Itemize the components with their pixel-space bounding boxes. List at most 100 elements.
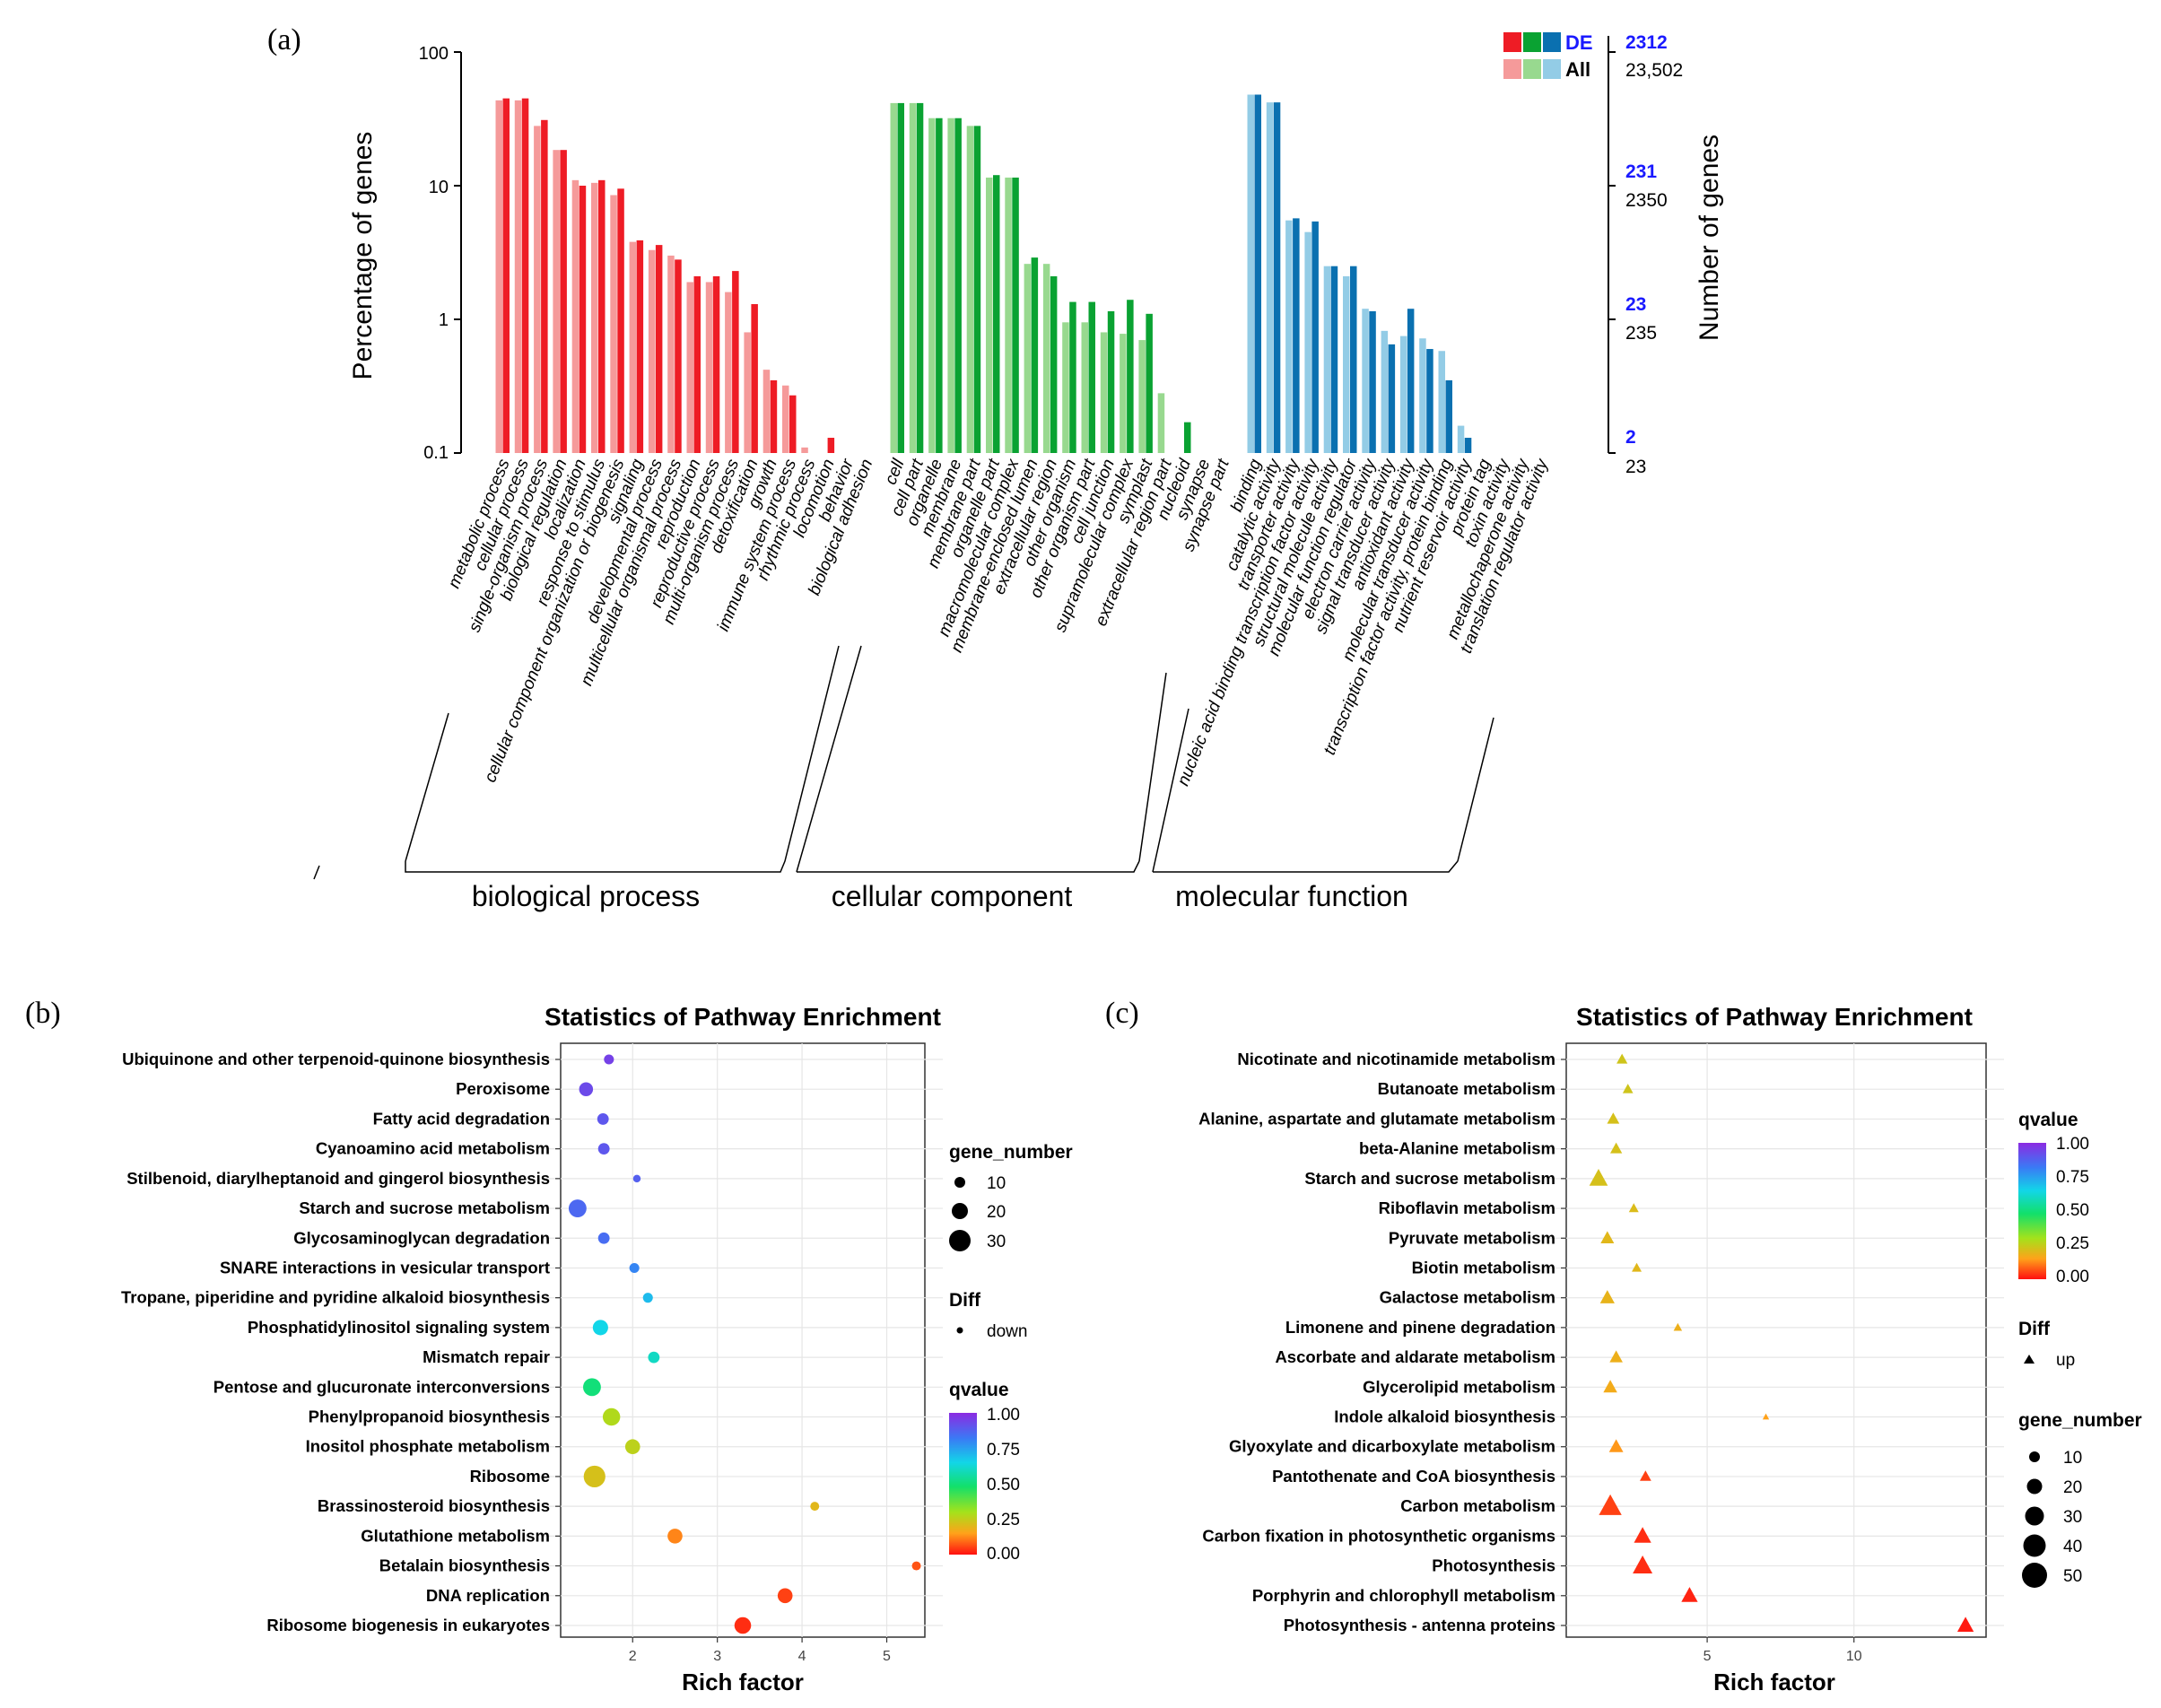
panel-c-title: Statistics of Pathway Enrichment — [1576, 1003, 1973, 1031]
bar-de-catalytic-activity — [1273, 102, 1281, 453]
legend-c-q-0.50: 0.50 — [2056, 1201, 2089, 1220]
right-tick-all-235: 235 — [1625, 323, 1657, 344]
legend-qvalue-colorbar — [949, 1413, 977, 1555]
bar-all-metabolic-process — [495, 100, 502, 453]
pathway-label-nicotinate-and-nicotinamide-metabolism: Nicotinate and nicotinamide metabolism — [1237, 1050, 1555, 1068]
bar-all-structural-molecule-activity — [1323, 266, 1331, 453]
right-tick-all-23502: 23,502 — [1625, 60, 1683, 81]
legend-q-0.25: 0.25 — [987, 1511, 1020, 1529]
right-tick-de-231: 231 — [1625, 161, 1657, 182]
bar-all-transcription-factor-activity-protein-binding — [1438, 351, 1445, 453]
bar-de-membrane-enclosed-lumen — [1031, 257, 1039, 453]
x-tick-2: 2 — [629, 1649, 637, 1664]
bar-de-growth — [770, 379, 778, 453]
bar-all-other-organism-part — [1081, 322, 1088, 453]
legend-size-30-label: 30 — [987, 1233, 1006, 1251]
legend-gene-number-title: gene_number — [949, 1142, 1073, 1163]
pathway-label-ubiquinone-and-other-terpenoid-quinone-biosynthesis: Ubiquinone and other terpenoid-quinone b… — [122, 1050, 550, 1068]
pathway-label-ribosome: Ribosome — [470, 1467, 550, 1486]
point-snare-interactions-in-vesicular-transport — [629, 1262, 640, 1274]
bar-de-signaling — [636, 240, 644, 453]
group-bracket-cc — [796, 645, 1167, 873]
group-bracket-mf — [1152, 708, 1494, 873]
bar-all-supramolecular-complex — [1120, 334, 1127, 453]
pathway-label-mismatch-repair: Mismatch repair — [423, 1347, 550, 1366]
point-cyanoamino-acid-metabolism — [597, 1143, 610, 1155]
pathway-label-glycosaminoglycan-degradation: Glycosaminoglycan degradation — [293, 1228, 550, 1247]
point-galactose-metabolism — [1599, 1290, 1615, 1303]
pathway-label-snare-interactions-in-vesicular-transport: SNARE interactions in vesicular transpor… — [220, 1258, 550, 1277]
legend-c-q-0.25: 0.25 — [2056, 1234, 2089, 1253]
y-axis-ticks — [454, 51, 1616, 454]
bar-all-signaling — [629, 241, 637, 453]
legend-de-label: DE — [1565, 31, 1593, 54]
pathway-label-galactose-metabolism: Galactose metabolism — [1380, 1288, 1555, 1307]
point-carbon-fixation-in-photosynthetic-organisms — [1634, 1527, 1651, 1543]
panel-c-grid — [1548, 1043, 2004, 1637]
bar-all-extracellular-region-part — [1157, 393, 1165, 453]
bar-de-transporter-activity — [1293, 218, 1300, 454]
pathway-label-pyruvate-metabolism: Pyruvate metabolism — [1389, 1228, 1555, 1247]
bar-de-transcription-factor-activity-protein-binding — [1445, 379, 1452, 453]
bar-all-symplast — [1138, 340, 1146, 453]
legend-c-size-40 — [2023, 1534, 2046, 1557]
legend-size-10-label: 10 — [987, 1174, 1006, 1193]
group-label-bp: biological process — [472, 880, 700, 912]
point-ubiquinone-and-other-terpenoid-quinone-biosynthesis — [604, 1054, 614, 1065]
panel-c-points — [1589, 1053, 1974, 1632]
legend-size-20 — [952, 1203, 968, 1219]
bar-all-organelle — [928, 118, 936, 453]
legend-c-size-20-label: 20 — [2063, 1478, 2082, 1497]
panel-b-legend: gene_number 10 20 30 Diff down qvalue 1.… — [949, 1142, 1073, 1564]
pathway-label-starch-and-sucrose-metabolism: Starch and sucrose metabolism — [299, 1198, 550, 1217]
pathway-label-beta-alanine-metabolism: beta-Alanine metabolism — [1359, 1139, 1555, 1158]
bar-de-membrane-part — [973, 126, 981, 453]
legend-c-size-10 — [2029, 1451, 2040, 1462]
panel-a-go-chart: Percentage of genes Number of genes 100 … — [313, 31, 1724, 912]
bar-de-other-organism — [1069, 301, 1076, 453]
legend-c-size-50 — [2022, 1563, 2047, 1588]
group-bracket-bp — [313, 645, 840, 880]
bar-de-detoxification — [751, 304, 758, 453]
bar-all-rhythmic-process — [801, 447, 808, 453]
pathway-label-carbon-metabolism: Carbon metabolism — [1400, 1496, 1555, 1515]
point-ribosome — [583, 1465, 606, 1488]
bar-de-cellular-process — [521, 98, 529, 454]
panel-c-enrichment-up: Statistics of Pathway Enrichment Nicotin… — [1198, 1003, 2142, 1695]
x-tick-10: 10 — [1846, 1649, 1862, 1664]
legend-diff-title: Diff — [949, 1290, 981, 1311]
point-nicotinate-and-nicotinamide-metabolism — [1616, 1053, 1628, 1064]
pathway-label-dna-replication: DNA replication — [426, 1586, 550, 1605]
point-alanine-aspartate-and-glutamate-metabolism — [1607, 1112, 1620, 1124]
legend-c-size-30-label: 30 — [2063, 1508, 2082, 1527]
legend-all-bp-swatch — [1503, 59, 1521, 79]
pathway-label-pantothenate-and-coa-biosynthesis: Pantothenate and CoA biosynthesis — [1272, 1467, 1555, 1486]
bar-de-single-organism-process — [541, 119, 548, 453]
panel-label-b: (b) — [25, 997, 61, 1030]
bar-all-nucleic-acid-binding-transcription-factor-activity — [1304, 231, 1311, 453]
pathway-label-phenylpropanoid-biosynthesis: Phenylpropanoid biosynthesis — [309, 1407, 550, 1426]
legend-c-gene-number-title: gene_number — [2018, 1410, 2142, 1431]
right-tick-all-23: 23 — [1625, 457, 1646, 477]
bar-all-membrane-part — [966, 126, 974, 453]
panel-c-legend: qvalue 1.00 0.75 0.50 0.25 0.00 Diff up … — [2018, 1110, 2142, 1588]
point-biotin-metabolism — [1632, 1262, 1643, 1272]
bar-all-single-organism-process — [534, 126, 541, 453]
legend-qvalue-title: qvalue — [949, 1380, 1009, 1400]
point-starch-and-sucrose-metabolism — [1589, 1169, 1608, 1186]
legend-c-q-0.00: 0.00 — [2056, 1268, 2089, 1286]
pathway-label-fatty-acid-degradation: Fatty acid degradation — [373, 1109, 550, 1128]
bar-de-reproduction — [693, 275, 701, 453]
bar-all-biological-regulation — [553, 150, 560, 453]
legend-q-0.00: 0.00 — [987, 1545, 1020, 1564]
bar-de-extracellular-region — [1050, 275, 1058, 453]
point-pyruvate-metabolism — [1600, 1231, 1615, 1244]
point-limonene-and-pinene-degradation — [1673, 1322, 1683, 1331]
legend-c-diff-marker — [2024, 1355, 2035, 1364]
panel-b-title: Statistics of Pathway Enrichment — [545, 1003, 941, 1031]
bar-de-organelle — [936, 118, 943, 453]
point-tropane-piperidine-and-pyridine-alkaloid-biosynthesis — [642, 1293, 653, 1303]
pathway-label-glycerolipid-metabolism: Glycerolipid metabolism — [1363, 1377, 1555, 1396]
pathway-label-phosphatidylinositol-signaling-system: Phosphatidylinositol signaling system — [248, 1318, 550, 1337]
